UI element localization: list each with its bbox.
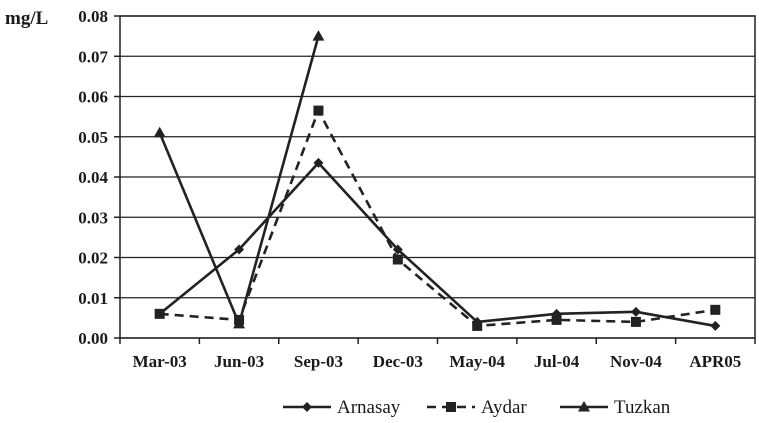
legend: Arnasay Aydar Tuzkan — [283, 397, 671, 418]
series-line-tuzkan — [158, 35, 320, 326]
axes — [114, 15, 756, 344]
x-tick-label-6: Nov-04 — [610, 352, 662, 371]
y-tick-label-1: 0.01 — [78, 289, 108, 308]
x-tick-label-2: Sep-03 — [294, 352, 343, 371]
y-tick-label-6: 0.06 — [78, 88, 108, 107]
point-arnasay-3 — [392, 244, 403, 255]
point-tuzkan-0 — [153, 126, 166, 138]
legend-marker-aydar — [446, 402, 456, 412]
x-tick-label-5: Jul-04 — [534, 352, 580, 371]
x-tick-label-1: Jun-03 — [214, 352, 264, 371]
series-tuzkan — [153, 30, 325, 329]
y-tick-label-4: 0.04 — [78, 168, 108, 187]
point-tuzkan-2 — [312, 30, 325, 41]
x-tick-label-4: May-04 — [449, 352, 505, 371]
x-tick-labels: Mar-03 Jun-03 Sep-03 Dec-03 May-04 Jul-04 Nov-… — [133, 352, 742, 371]
point-aydar-3 — [392, 254, 403, 265]
legend-item-aydar: Aydar — [427, 397, 527, 418]
series-line-arnasay — [158, 161, 716, 328]
gridlines — [120, 15, 755, 339]
y-axis-unit-label: mg/L — [5, 8, 48, 29]
point-arnasay-1 — [234, 244, 245, 255]
y-tick-label-5: 0.05 — [78, 128, 108, 147]
point-arnasay-6 — [630, 306, 641, 317]
point-aydar-2 — [313, 105, 324, 116]
legend-item-arnasay: Arnasay — [283, 397, 401, 418]
y-tick-label-7: 0.07 — [78, 47, 108, 66]
x-tick-label-3: Dec-03 — [373, 352, 423, 371]
series-layer — [153, 30, 721, 331]
legend-label-arnasay: Arnasay — [337, 397, 401, 418]
point-aydar-4 — [472, 320, 483, 331]
legend-label-tuzkan: Tuzkan — [614, 397, 671, 418]
x-tick-label-0: Mar-03 — [133, 352, 187, 371]
x-tick-label-7: APR05 — [689, 352, 741, 371]
point-aydar-5 — [551, 314, 562, 325]
y-tick-label-0: 0.00 — [78, 329, 108, 348]
legend-item-tuzkan: Tuzkan — [560, 397, 671, 418]
legend-marker-arnasay — [302, 402, 312, 412]
point-arnasay-2 — [313, 157, 324, 168]
point-aydar-0 — [154, 308, 165, 319]
series-arnasay — [154, 157, 721, 331]
point-tuzkan-1 — [233, 317, 246, 329]
y-tick-label-2: 0.02 — [78, 249, 108, 268]
legend-label-aydar: Aydar — [481, 397, 527, 418]
legend-marker-tuzkan — [578, 401, 590, 412]
series-line-aydar — [159, 109, 716, 328]
point-aydar-7 — [710, 304, 721, 315]
y-tick-label-8: 0.08 — [78, 7, 108, 26]
y-tick-label-3: 0.03 — [78, 208, 108, 227]
point-aydar-6 — [630, 316, 641, 327]
point-arnasay-7 — [710, 320, 721, 331]
y-tick-labels: 0.00 0.01 0.02 0.03 0.04 0.05 0.06 0.07 0.08 — [78, 7, 108, 348]
